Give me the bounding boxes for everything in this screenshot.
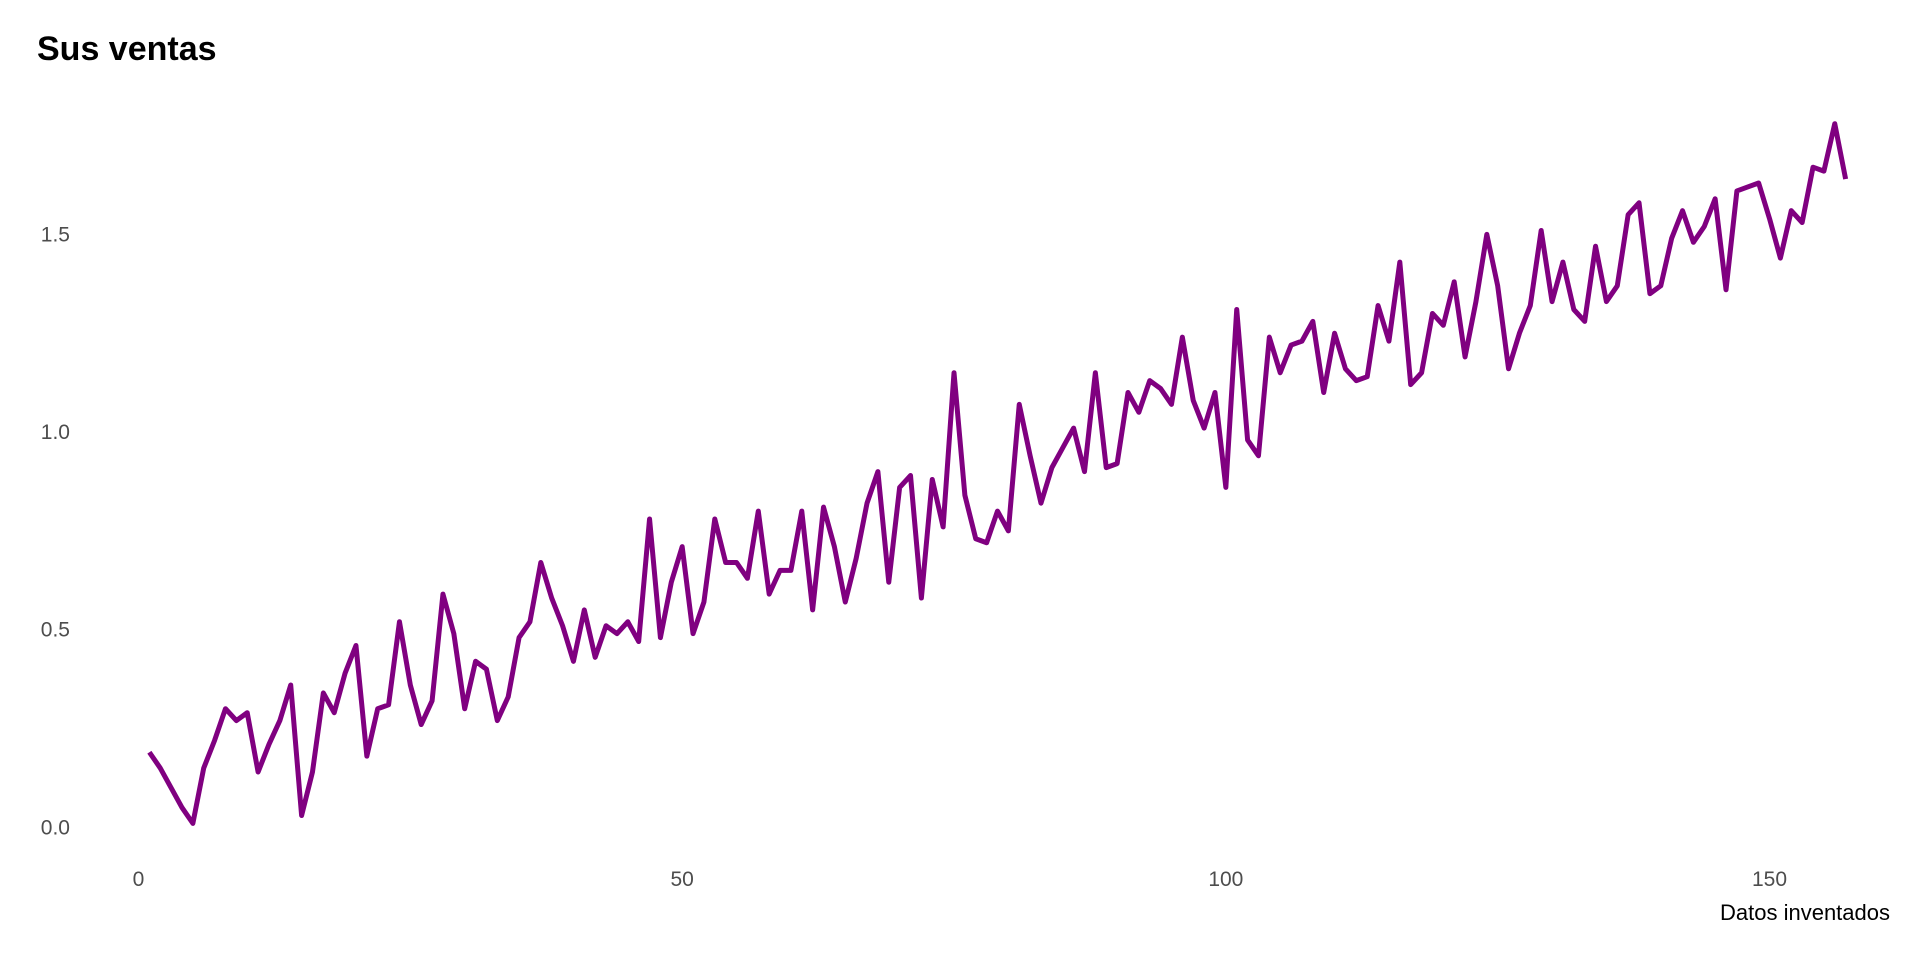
x-tick-label: 50 (670, 868, 693, 891)
y-tick-label: 0.5 (41, 619, 70, 642)
series-line (147, 121, 1849, 826)
series-layer (147, 121, 1849, 826)
chart-caption: Datos inventados (1720, 900, 1890, 925)
y-axis-ticks: 0.0 0.5 1.0 1.5 (41, 223, 70, 839)
y-tick-label: 1.0 (41, 421, 70, 444)
x-tick-label: 150 (1752, 868, 1787, 891)
y-tick-label: 0.0 (41, 816, 70, 839)
y-tick-label: 1.5 (41, 223, 70, 246)
x-tick-label: 0 (133, 868, 145, 891)
x-axis-ticks: 0 50 100 150 (133, 868, 1787, 891)
chart-title: Sus ventas (37, 30, 217, 68)
x-tick-label: 100 (1208, 868, 1243, 891)
